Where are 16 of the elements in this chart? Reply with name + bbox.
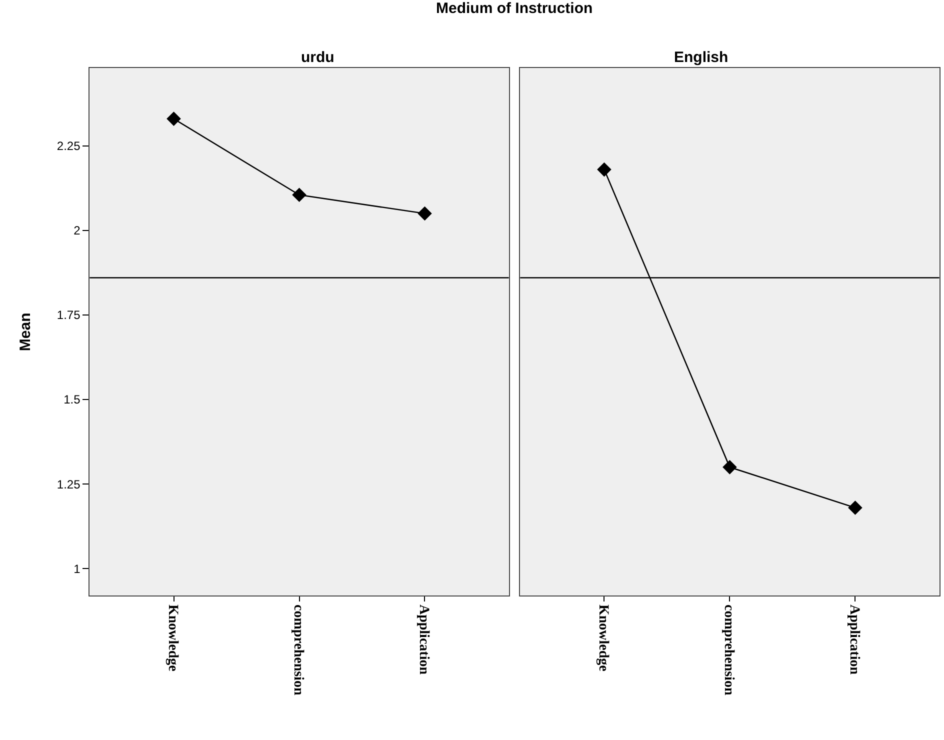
y-tick-label: 1.25: [56, 477, 81, 492]
x-tick-label: comprehension: [290, 604, 306, 696]
chart-title: urdu: [301, 49, 334, 66]
y-tick-label: 1: [74, 562, 81, 576]
y-tick-label: 1.5: [64, 392, 81, 407]
x-tick-label: Application: [416, 604, 432, 675]
y-tick-label: 1.75: [56, 308, 81, 322]
x-tick-label: comprehension: [721, 604, 736, 696]
x-tick-label: Application: [846, 604, 862, 675]
y-axis-title: Mean: [17, 312, 34, 352]
y-tick-label: 2.25: [56, 139, 81, 154]
chart-title: English: [674, 49, 728, 66]
x-tick-label: Knowledge: [596, 604, 611, 672]
x-tick-label: Knowledge: [165, 604, 180, 672]
y-tick-label: 2: [74, 224, 81, 238]
text: Medium of Instruction: [436, 0, 593, 17]
